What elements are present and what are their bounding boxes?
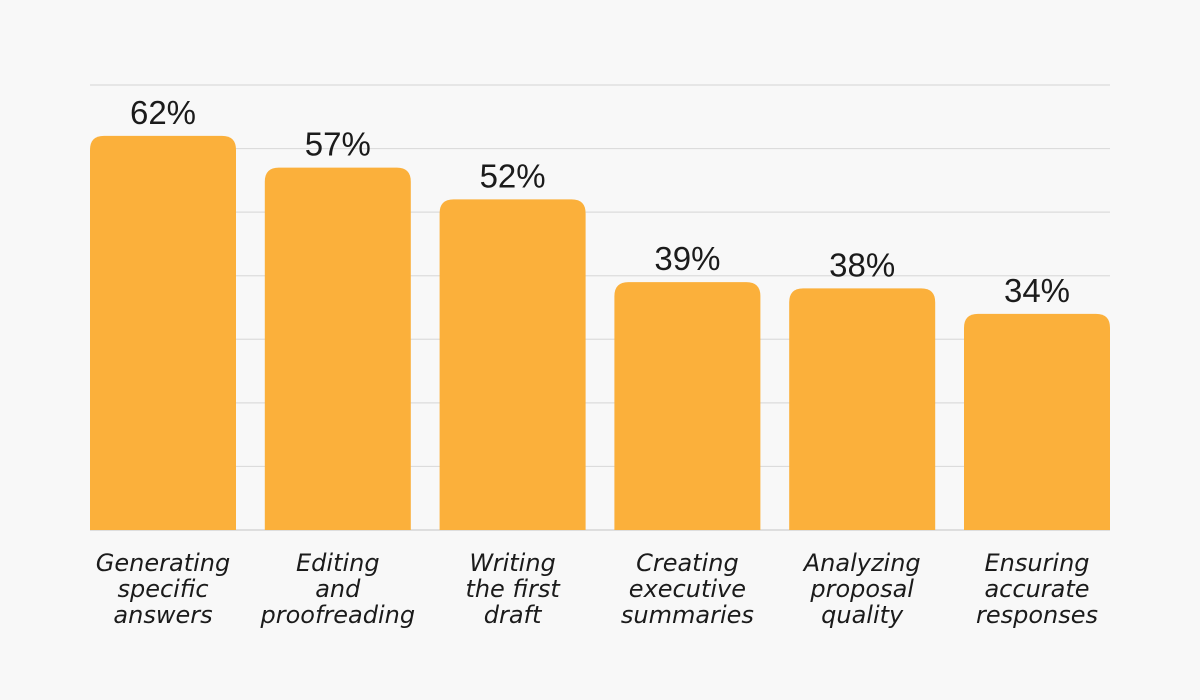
category-labels: Generating specific answers Editing and proof… — [96, 549, 1098, 629]
value-label: 39% — [654, 240, 720, 277]
category-label-line: draft — [484, 601, 543, 629]
category-label: Writing the first draft — [465, 549, 561, 629]
category-label-line: Analyzing — [802, 549, 921, 577]
category-label-line: Writing — [469, 549, 555, 577]
value-labels: 62% 57% 52% 39% 38% 34% — [130, 94, 1070, 309]
category-label-line: proposal — [809, 575, 914, 603]
category-label-line: quality — [821, 601, 904, 629]
value-label: 57% — [305, 126, 371, 163]
bar — [789, 288, 936, 530]
category-label: Generating specific answers — [96, 549, 230, 629]
category-label-line: Creating — [636, 549, 739, 577]
category-label-line: specific — [117, 575, 208, 603]
category-label: Analyzing proposal quality — [802, 549, 921, 629]
category-label: Creating executive summaries — [621, 549, 754, 629]
category-label-line: proofreading — [259, 601, 415, 629]
bar — [264, 167, 411, 530]
category-label-line: and — [315, 575, 361, 603]
gridlines — [90, 84, 1110, 531]
category-label: Editing and proofreading — [259, 549, 415, 629]
category-label-line: responses — [976, 601, 1098, 629]
category-label: Ensuring accurate responses — [976, 549, 1098, 629]
value-label: 34% — [1004, 272, 1070, 309]
category-label-line: answers — [113, 601, 212, 629]
category-label-line: Editing — [296, 549, 380, 577]
category-label-line: accurate — [984, 575, 1089, 603]
category-label-line: Generating — [96, 549, 230, 577]
category-label-line: the first — [465, 575, 561, 603]
category-label-line: summaries — [621, 601, 754, 629]
bar — [614, 282, 761, 530]
category-label-line: Ensuring — [984, 549, 1089, 577]
value-label: 38% — [829, 246, 895, 283]
value-label: 62% — [130, 94, 196, 131]
bars — [90, 135, 1110, 530]
bar — [964, 313, 1110, 530]
bar — [439, 199, 586, 530]
bar — [90, 135, 236, 530]
category-label-line: executive — [629, 575, 746, 603]
value-label: 52% — [480, 157, 546, 194]
